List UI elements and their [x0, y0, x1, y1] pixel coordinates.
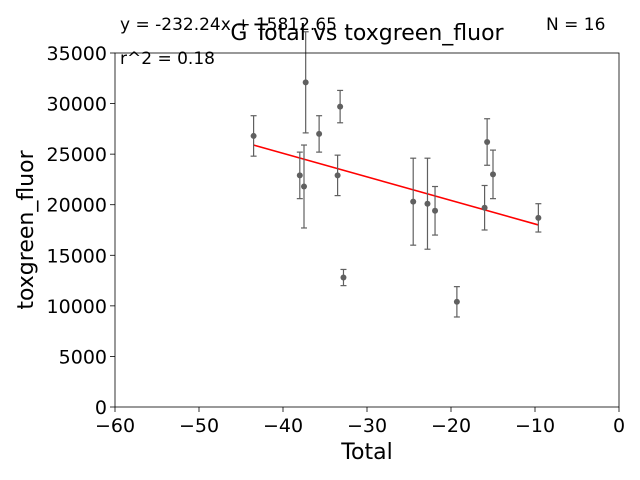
x-tick-label: 0: [613, 415, 625, 437]
data-point: [250, 132, 257, 139]
y-tick-label: 30000: [47, 94, 107, 116]
data-point: [301, 183, 307, 190]
data-point: [337, 103, 344, 110]
x-tick-label: −10: [515, 415, 555, 437]
plot-area-frame: [114, 52, 620, 408]
y-tick-label: 15000: [47, 245, 107, 267]
sample-count: N = 16: [546, 15, 606, 35]
r-squared: r^2 = 0.18: [120, 49, 215, 69]
data-point: [410, 198, 417, 205]
y-tick-label: 0: [95, 397, 107, 419]
data-point: [484, 139, 491, 146]
data-point: [490, 171, 496, 178]
data-point: [481, 204, 488, 211]
data-point: [432, 207, 439, 214]
x-axis-label: Total: [340, 440, 392, 465]
data-point: [424, 200, 431, 207]
x-tick-label: −50: [179, 415, 219, 437]
y-axis-label: toxgreen_fluor: [14, 149, 39, 309]
y-tick-label: 25000: [47, 144, 107, 166]
y-tick-label: 20000: [47, 195, 107, 217]
fit-equation: y = -232.24x + 15812.65: [120, 15, 337, 35]
data-point: [340, 274, 347, 281]
x-tick-label: −20: [431, 415, 471, 437]
y-tick-label: 10000: [47, 296, 107, 318]
data-point: [316, 130, 323, 137]
x-tick-label: −60: [95, 415, 135, 437]
data-point: [302, 79, 309, 86]
data-point: [453, 298, 460, 305]
chart-title: G Total vs toxgreen_fluor: [230, 21, 504, 46]
x-tick-label: −40: [263, 415, 303, 437]
x-tick-label: −30: [347, 415, 387, 437]
y-tick-label: 35000: [47, 43, 107, 65]
regression-line: [253, 144, 539, 226]
data-point: [334, 172, 341, 179]
data-point: [535, 214, 542, 221]
y-tick-label: 5000: [59, 346, 107, 368]
data-point: [296, 172, 303, 179]
